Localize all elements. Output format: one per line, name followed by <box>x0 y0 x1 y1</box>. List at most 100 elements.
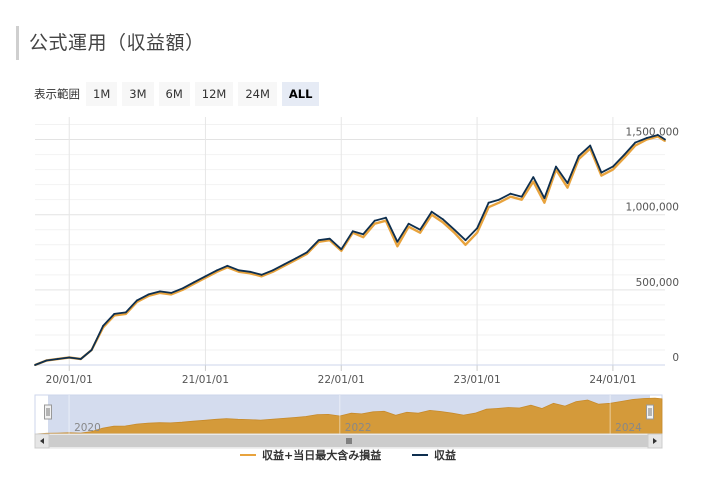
range-button-24m[interactable]: 24M <box>238 82 277 106</box>
series-2-point <box>204 275 207 278</box>
series-1-point <box>532 180 535 183</box>
x-tick-label: 20/01/01 <box>46 374 93 386</box>
series-1-point <box>664 140 666 142</box>
series-1-point <box>407 225 410 228</box>
series-2-point <box>664 138 666 141</box>
series-2-point <box>113 312 116 315</box>
series-2-point <box>634 141 637 144</box>
navigator-handle-right[interactable] <box>646 404 654 420</box>
series-1-point <box>419 231 422 234</box>
range-label: 表示範囲 <box>34 87 80 101</box>
title-bar: 公式運用（収益額） <box>16 26 205 60</box>
series-2-point <box>45 359 48 362</box>
series-1-point <box>430 213 433 216</box>
series-2-point <box>79 358 82 360</box>
series-1-point <box>543 201 546 204</box>
series-2-point <box>600 171 603 174</box>
series-2-point <box>306 251 308 254</box>
series-2-point <box>430 210 433 213</box>
series-1-point <box>453 231 456 234</box>
range-button-1m[interactable]: 1M <box>86 82 118 106</box>
arrow-left-icon <box>40 438 44 444</box>
series-2-point <box>181 287 184 290</box>
y-tick-label: 0 <box>672 352 679 364</box>
series-2-point <box>249 270 251 273</box>
series-1-point <box>124 312 127 315</box>
series-1-point <box>249 272 251 275</box>
series-2-point <box>170 291 173 294</box>
series-2-point <box>373 219 376 222</box>
series-2-point <box>102 325 104 327</box>
range-button-all[interactable]: ALL <box>281 82 320 106</box>
series-2-point <box>419 228 422 231</box>
series-2-point <box>623 153 626 156</box>
series-2-point <box>407 222 410 225</box>
series-1-point <box>520 198 523 201</box>
y-tick-label: 500,000 <box>636 277 679 289</box>
series-2-point <box>340 248 343 251</box>
series-1-point <box>634 144 637 147</box>
series-1-point <box>498 201 500 204</box>
series-2-point <box>476 227 478 230</box>
series-2-point <box>56 358 59 360</box>
series-2-point <box>34 364 36 366</box>
series-2-point <box>566 182 569 185</box>
series-2-point <box>543 197 546 200</box>
series-2-point <box>294 257 297 260</box>
series-2-point <box>396 240 399 243</box>
series-1-point <box>170 293 173 296</box>
series-1-point <box>612 168 614 171</box>
page-title: 公式運用（収益額） <box>29 32 205 54</box>
range-button-6m[interactable]: 6M <box>158 82 190 106</box>
series-2-point <box>509 192 512 195</box>
series-2-point <box>351 230 354 233</box>
range-selector: 表示範囲 1M 3M 6M 12M 24M ALL <box>34 82 324 106</box>
series-2-point <box>520 195 523 198</box>
series-2-point <box>216 269 218 272</box>
series-2-point <box>147 293 150 296</box>
series-1-point <box>340 249 343 252</box>
navigator-year-label: 2024 <box>615 422 642 434</box>
series-2-point <box>260 273 263 276</box>
series-2-point <box>612 165 614 168</box>
series-2-point <box>555 165 557 168</box>
navigator-year-label: 2022 <box>345 422 372 434</box>
series-2-point <box>453 228 456 231</box>
series-2-point <box>441 218 444 221</box>
series-2-point <box>90 349 93 351</box>
series-2-point <box>385 216 387 219</box>
range-button-12m[interactable]: 12M <box>194 82 234 106</box>
plot-area <box>35 117 665 365</box>
series-1-point <box>396 245 399 248</box>
navigator-handle-left[interactable] <box>44 404 52 420</box>
series-1-point <box>600 174 603 177</box>
series-2-point <box>589 144 592 147</box>
series-2-point <box>577 155 580 157</box>
x-tick-label: 21/01/01 <box>182 374 229 386</box>
x-tick-label: 24/01/01 <box>589 374 636 386</box>
series-1-point <box>464 243 467 246</box>
series-2-point <box>124 311 127 314</box>
series-2-point <box>136 299 138 302</box>
range-button-3m[interactable]: 3M <box>122 82 154 106</box>
series-1-point <box>260 275 263 278</box>
x-tick-label: 22/01/01 <box>318 374 365 386</box>
series-1-point <box>623 156 626 159</box>
series-1-point <box>362 236 365 239</box>
series-2-point <box>498 198 500 201</box>
series-2-point <box>238 269 240 272</box>
series-2-point <box>362 233 365 236</box>
series-1-point <box>509 195 512 198</box>
series-1-point <box>238 270 240 273</box>
series-2-point <box>159 290 161 293</box>
series-2-point <box>283 263 286 266</box>
series-2-point <box>487 201 490 204</box>
series-1-point <box>476 231 478 234</box>
series-1-point <box>373 222 376 225</box>
series-2-point <box>68 356 71 359</box>
y-tick-label: 1,500,000 <box>626 127 679 139</box>
series-1-point <box>441 221 444 224</box>
series-2-point <box>226 264 229 267</box>
navigator-year-label: 2020 <box>74 422 101 434</box>
